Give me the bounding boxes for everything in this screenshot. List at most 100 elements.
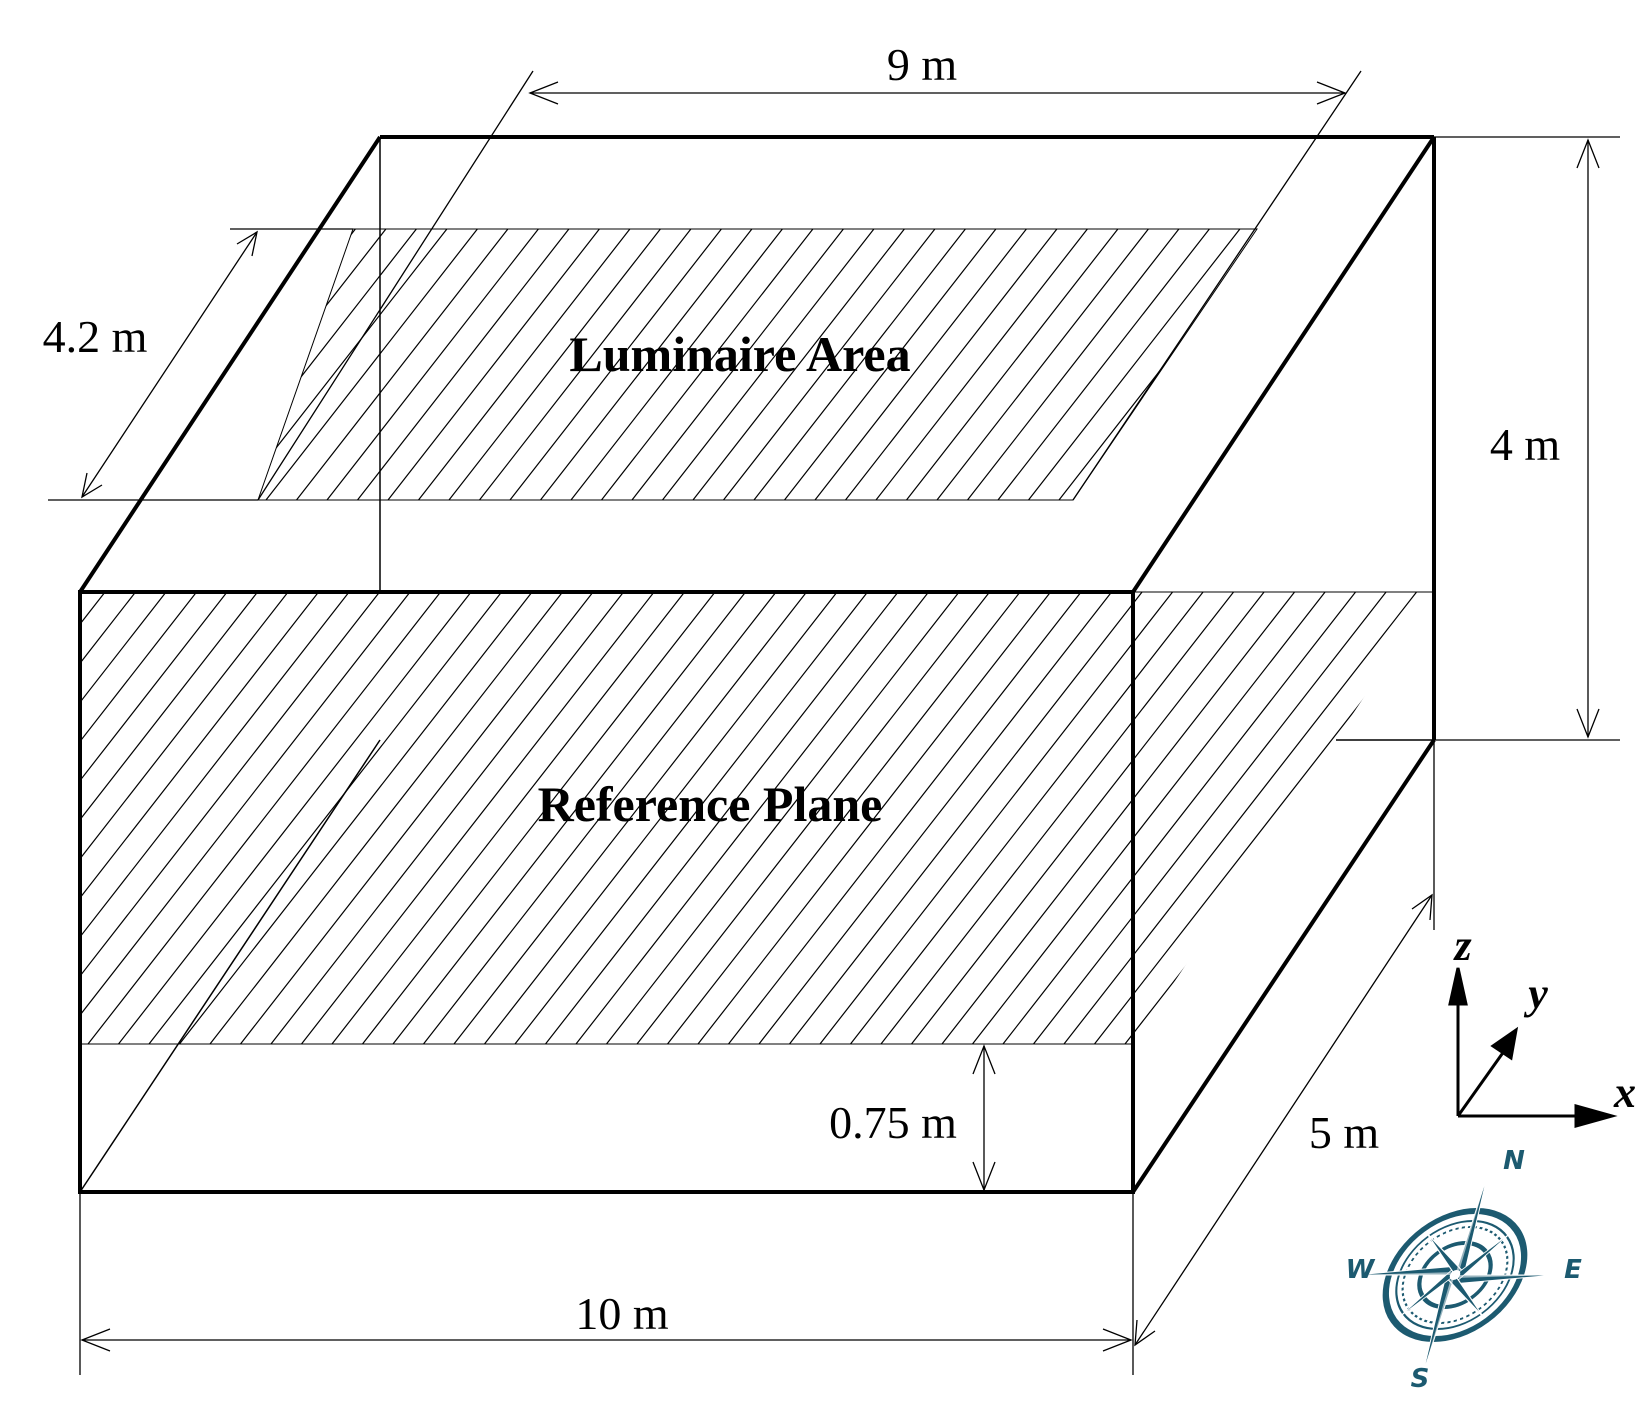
hatch-line	[631, 229, 844, 500]
compass-north-label: N	[1503, 1146, 1525, 1176]
hatch-line	[1028, 229, 1241, 500]
hatch-line	[80, 592, 198, 1044]
dim-top-width-label: 9 m	[887, 39, 958, 90]
axis-z-label: z	[1452, 921, 1471, 970]
hatch-line	[941, 592, 1296, 1044]
hatch-line	[606, 592, 960, 1044]
dim-plane-height	[972, 1044, 996, 1192]
hatch-line	[265, 229, 478, 500]
hatch-line	[1277, 592, 1434, 1044]
hatch-line	[1368, 592, 1434, 1044]
hatch-line	[453, 592, 808, 1044]
hatch-line	[179, 592, 533, 1044]
hatch-line	[0, 229, 142, 500]
hatch-line	[1094, 592, 1434, 1044]
dim-top-depth-label: 4.2 m	[43, 311, 148, 362]
hatch-line	[697, 592, 1052, 1044]
hatch-line	[148, 592, 503, 1044]
hatch-line	[80, 592, 167, 1044]
dim-room-depth-label: 5 m	[1309, 1107, 1380, 1158]
hatch-line	[387, 229, 600, 500]
hatch-line	[814, 229, 1027, 500]
hatch-line	[753, 229, 966, 500]
hatch-line	[1211, 229, 1257, 500]
hatch-line	[662, 229, 875, 500]
hatch-line	[784, 229, 997, 500]
hatch-line	[80, 592, 350, 1044]
axis-y-label: y	[1523, 969, 1548, 1018]
hatch-line	[0, 229, 111, 500]
dim-room-width	[79, 1192, 1133, 1375]
dim-height	[1434, 136, 1620, 741]
hatch-line	[1033, 592, 1387, 1044]
hatch-line	[392, 592, 747, 1044]
hatch-line	[1307, 592, 1434, 1044]
hatch-line	[258, 229, 295, 500]
dim-plane-height-label: 0.75 m	[829, 1097, 957, 1148]
hatch-line	[514, 592, 869, 1044]
hatch-line	[936, 229, 1149, 500]
z-arrow-icon	[1448, 967, 1468, 1006]
hatch-line	[667, 592, 1021, 1044]
hatch-line	[118, 592, 472, 1044]
hatch-line	[240, 592, 594, 1044]
hatch-line	[423, 592, 777, 1044]
dim-room-width-label: 10 m	[575, 1288, 669, 1339]
hatch-line	[819, 592, 1174, 1044]
hatch-line	[80, 592, 259, 1044]
hatch-line	[906, 229, 1119, 500]
compass-west-label: W	[1346, 1255, 1376, 1285]
hatch-line	[22, 229, 233, 500]
hatch-line	[80, 592, 289, 1044]
hatch-line	[1063, 592, 1418, 1044]
dim-height-label: 4 m	[1490, 419, 1561, 470]
dim-top-depth	[48, 228, 353, 501]
hatch-line	[845, 229, 1058, 500]
hatch-line	[87, 592, 442, 1044]
hatch-line	[758, 592, 1113, 1044]
hatch-line	[601, 229, 814, 500]
axis-x-label: x	[1613, 1068, 1636, 1117]
hatch-line	[1216, 592, 1434, 1044]
hatch-line	[1119, 229, 1257, 500]
hatch-line	[418, 229, 631, 500]
room-outline	[78, 135, 1436, 1194]
hatch-line	[0, 592, 14, 1044]
hatch-line	[1124, 592, 1434, 1044]
hatch-line	[80, 592, 381, 1044]
hatch-line	[880, 592, 1235, 1044]
hatch-line	[875, 229, 1088, 500]
hatch-line	[479, 229, 692, 500]
hatch-line	[80, 592, 411, 1044]
hatch-line	[0, 592, 75, 1044]
hatch-line	[326, 229, 539, 500]
compass-east-label: E	[1564, 1255, 1582, 1285]
hatch-line	[570, 229, 783, 500]
dim-top-width	[257, 70, 1362, 501]
hatch-line	[723, 229, 936, 500]
hatch-line	[209, 592, 564, 1044]
hatch-line	[0, 229, 203, 500]
compass-south-label: S	[1411, 1364, 1430, 1394]
hatch-line	[850, 592, 1204, 1044]
hatch-line	[1180, 229, 1257, 500]
hatch-line	[270, 592, 625, 1044]
hatch-line	[258, 229, 448, 500]
hatch-line	[80, 592, 137, 1044]
hatch-line	[1185, 592, 1434, 1044]
hatch-line	[997, 229, 1210, 500]
hatch-line	[0, 229, 172, 500]
hatch-line	[545, 592, 899, 1044]
hatch-line	[1273, 229, 1484, 500]
hatch-line	[296, 229, 509, 500]
hatch-line	[636, 592, 991, 1044]
hatch-line	[362, 592, 716, 1044]
y-arrow-icon	[1490, 1026, 1519, 1061]
hatch-line	[509, 229, 722, 500]
hatch-line	[80, 592, 228, 1044]
luminaire-area-label: Luminaire Area	[569, 326, 910, 382]
axes-icon	[1448, 967, 1618, 1128]
dim-room-depth	[1132, 740, 1435, 1375]
x-arrow-icon	[1574, 1104, 1618, 1128]
